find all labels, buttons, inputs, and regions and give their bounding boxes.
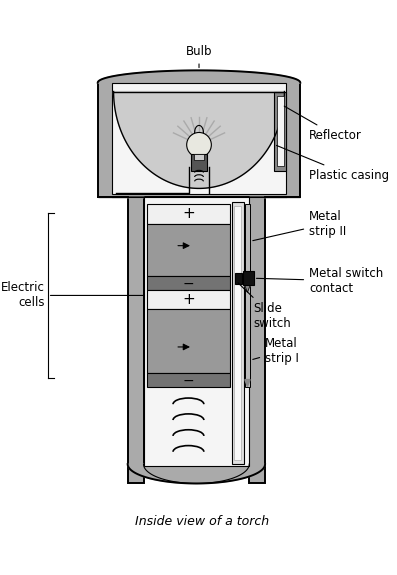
FancyBboxPatch shape: [231, 202, 244, 464]
Polygon shape: [114, 91, 285, 189]
FancyBboxPatch shape: [144, 197, 249, 466]
Text: −: −: [183, 373, 194, 388]
Text: Reflector: Reflector: [284, 106, 362, 142]
FancyBboxPatch shape: [112, 83, 286, 194]
FancyBboxPatch shape: [147, 224, 230, 277]
Text: −: −: [183, 277, 194, 290]
FancyBboxPatch shape: [147, 309, 230, 373]
Polygon shape: [245, 285, 250, 292]
FancyBboxPatch shape: [249, 197, 265, 484]
Polygon shape: [245, 380, 250, 386]
FancyBboxPatch shape: [235, 273, 242, 283]
FancyBboxPatch shape: [274, 91, 286, 171]
FancyBboxPatch shape: [245, 204, 250, 285]
Polygon shape: [128, 464, 265, 484]
Polygon shape: [98, 70, 300, 83]
FancyBboxPatch shape: [234, 206, 241, 459]
Text: Bulb: Bulb: [186, 45, 212, 68]
Text: Metal
strip I: Metal strip I: [253, 338, 299, 365]
FancyBboxPatch shape: [277, 96, 283, 166]
FancyBboxPatch shape: [194, 154, 204, 160]
FancyBboxPatch shape: [147, 204, 230, 224]
Text: +: +: [182, 292, 195, 307]
Text: Metal
strip II: Metal strip II: [253, 210, 346, 241]
FancyBboxPatch shape: [191, 154, 207, 171]
Text: Electric
cells: Electric cells: [1, 281, 144, 309]
FancyBboxPatch shape: [147, 277, 230, 290]
FancyBboxPatch shape: [147, 373, 230, 386]
Circle shape: [187, 132, 211, 157]
Text: Plastic casing: Plastic casing: [276, 145, 389, 182]
Text: Metal switch
contact: Metal switch contact: [256, 267, 384, 295]
Text: Slide
switch: Slide switch: [238, 283, 291, 330]
FancyBboxPatch shape: [128, 197, 144, 484]
FancyBboxPatch shape: [245, 285, 250, 386]
FancyBboxPatch shape: [243, 271, 254, 285]
FancyBboxPatch shape: [147, 290, 230, 309]
Text: Inside view of a torch: Inside view of a torch: [135, 515, 270, 528]
FancyBboxPatch shape: [98, 83, 300, 197]
Text: +: +: [182, 206, 195, 221]
